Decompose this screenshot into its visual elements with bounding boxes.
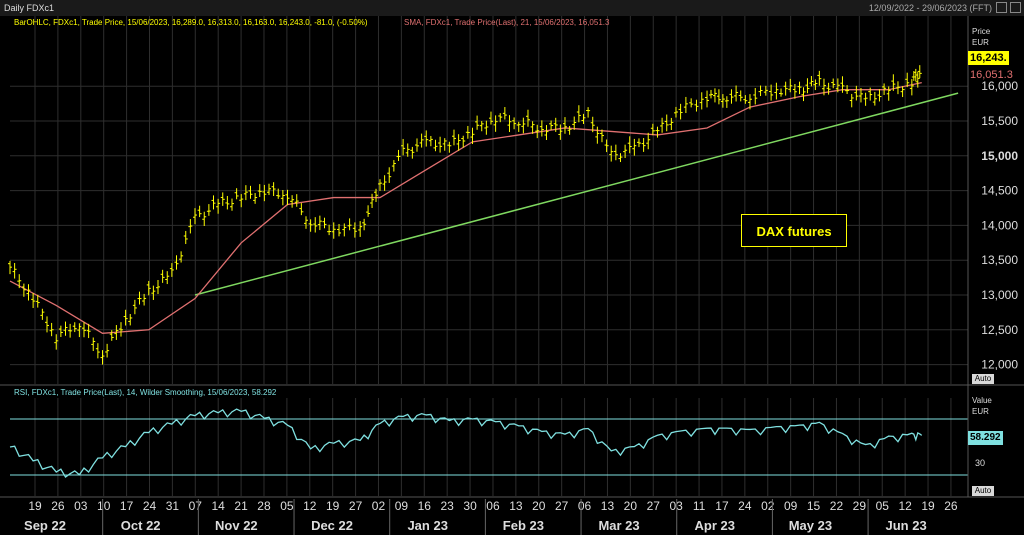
price-tick-label: 15,500 <box>981 114 1018 128</box>
x-day-label: 22 <box>830 499 844 513</box>
rsi-axis-unit: EUR <box>972 407 989 416</box>
date-range-label: 12/09/2022 - 29/06/2023 (FFT) <box>868 3 992 13</box>
x-day-label: 21 <box>234 499 248 513</box>
x-day-label: 02 <box>761 499 775 513</box>
rsi-line <box>9 408 923 478</box>
rsi-auto-button[interactable]: Auto <box>972 486 994 496</box>
rsi-series <box>9 408 923 478</box>
price-axis-unit: EUR <box>972 38 989 47</box>
chart-title: Daily FDXc1 <box>4 3 55 13</box>
x-day-label: 31 <box>166 499 180 513</box>
x-month-label: Dec 22 <box>311 518 353 533</box>
sma-line <box>9 81 922 334</box>
x-day-label: 19 <box>28 499 42 513</box>
x-day-label: 12 <box>898 499 912 513</box>
x-day-label: 24 <box>143 499 157 513</box>
x-day-label: 27 <box>647 499 661 513</box>
x-month-label: May 23 <box>789 518 832 533</box>
price-tick-label: 12,500 <box>981 323 1018 337</box>
last-price-tag: 16,243. <box>968 51 1009 65</box>
x-month-label: Jan 23 <box>407 518 447 533</box>
x-day-label: 20 <box>532 499 546 513</box>
x-month-label: Oct 22 <box>121 518 161 533</box>
ohlc-legend: BarOHLC, FDXc1, Trade Price, 15/06/2023,… <box>14 18 368 27</box>
x-day-label: 11 <box>693 499 706 513</box>
x-day-label: 24 <box>738 499 752 513</box>
rsi-axis-title: Value <box>972 396 992 405</box>
x-month-label: Mar 23 <box>598 518 639 533</box>
rsi-legend: RSI, FDXc1, Trade Price(Last), 14, Wilde… <box>14 388 277 397</box>
x-day-label: 19 <box>326 499 340 513</box>
x-day-label: 09 <box>395 499 409 513</box>
x-day-label: 05 <box>280 499 294 513</box>
x-day-label: 10 <box>97 499 111 513</box>
x-month-label: Jun 23 <box>885 518 926 533</box>
ohlc-series <box>8 65 922 365</box>
x-day-label: 06 <box>578 499 592 513</box>
price-tick-label: 13,500 <box>981 253 1018 267</box>
grid <box>10 16 968 496</box>
x-day-label: 26 <box>51 499 65 513</box>
x-day-label: 17 <box>715 499 729 513</box>
x-day-label: 30 <box>463 499 477 513</box>
x-month-label: Sep 22 <box>24 518 66 533</box>
sma-legend: SMA, FDXc1, Trade Price(Last), 21, 15/06… <box>404 18 610 27</box>
x-day-label: 19 <box>921 499 935 513</box>
trendline <box>194 92 959 296</box>
chart-title-bar: Daily FDXc1 12/09/2022 - 29/06/2023 (FFT… <box>0 0 1024 16</box>
dax-futures-callout: DAX futures <box>741 214 847 247</box>
x-day-label: 12 <box>303 499 317 513</box>
x-day-label: 29 <box>853 499 867 513</box>
x-day-label: 14 <box>212 499 226 513</box>
x-day-label: 03 <box>74 499 88 513</box>
rsi-value-tag: 58.292 <box>968 431 1003 445</box>
x-day-label: 15 <box>807 499 821 513</box>
x-month-label: Nov 22 <box>215 518 258 533</box>
price-auto-button[interactable]: Auto <box>972 374 994 384</box>
x-day-label: 13 <box>601 499 615 513</box>
x-day-label: 27 <box>349 499 363 513</box>
price-tick-label: 14,500 <box>981 184 1018 198</box>
x-day-label: 13 <box>509 499 523 513</box>
support-trendline <box>194 92 959 296</box>
sma-value-tag: 16,051.3 <box>970 69 1013 81</box>
x-day-label: 05 <box>876 499 890 513</box>
price-tick-label: 13,000 <box>981 288 1018 302</box>
maximize-icon[interactable] <box>996 2 1007 13</box>
x-day-label: 02 <box>372 499 386 513</box>
axes: 12,000 12,500 13,000 13,500 14,000 14,500 15,0… <box>0 16 1024 535</box>
x-day-label: 09 <box>784 499 798 513</box>
x-month-label: Feb 23 <box>503 518 544 533</box>
price-tick-label: 15,000 <box>981 149 1018 163</box>
x-day-label: 26 <box>944 499 958 513</box>
x-day-label: 20 <box>624 499 638 513</box>
rsi-level-label: 30 <box>975 458 986 468</box>
x-day-label: 27 <box>555 499 569 513</box>
x-day-label: 28 <box>257 499 271 513</box>
x-day-label: 23 <box>440 499 454 513</box>
restore-icon[interactable] <box>1010 2 1021 13</box>
x-month-label: Apr 23 <box>694 518 734 533</box>
x-day-label: 06 <box>486 499 500 513</box>
price-tick-label: 16,000 <box>981 79 1018 93</box>
x-day-label: 17 <box>120 499 134 513</box>
price-tick-label: 12,000 <box>981 358 1018 372</box>
x-day-label: 16 <box>418 499 432 513</box>
x-day-label: 07 <box>189 499 203 513</box>
sma-series <box>9 81 922 334</box>
price-axis-title: Price <box>972 27 991 36</box>
price-tick-label: 14,000 <box>981 218 1018 232</box>
